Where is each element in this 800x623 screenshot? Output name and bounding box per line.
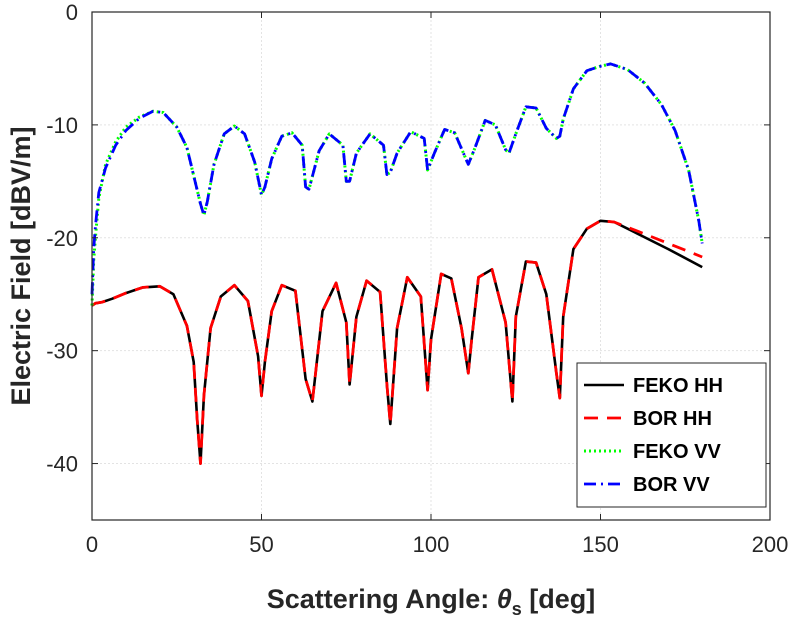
- x-tick-label: 50: [249, 532, 273, 557]
- y-tick-label: 0: [66, 0, 78, 25]
- x-axis-title: Scattering Angle: θs [deg]: [267, 584, 596, 619]
- axis-ticks: 0 50 100 150 200 0 -10 -20 -30 -40: [46, 0, 788, 557]
- legend-entry: FEKO HH: [584, 375, 723, 397]
- legend-label: FEKO VV: [633, 441, 721, 463]
- series-line-bor-vv: [90, 62, 704, 295]
- legend-entry: FEKO VV: [584, 441, 721, 463]
- legend-label: BOR VV: [633, 474, 710, 496]
- y-tick-label: -10: [46, 113, 78, 138]
- series-line-feko-hh: [91, 219, 703, 465]
- legend-entry: BOR VV: [584, 474, 710, 496]
- series-group: [90, 62, 704, 466]
- y-tick-label: -30: [46, 339, 78, 364]
- legend-label: FEKO HH: [633, 375, 723, 397]
- y-tick-label: -20: [46, 226, 78, 251]
- legend-label: BOR HH: [633, 408, 712, 430]
- legend-entry: BOR HH: [584, 408, 712, 430]
- x-tick-label: 100: [413, 532, 450, 557]
- legend: FEKO HH BOR HH FEKO VV BOR VV: [576, 362, 767, 508]
- y-tick-label: -40: [46, 452, 78, 477]
- x-tick-label: 0: [86, 532, 98, 557]
- x-tick-label: 150: [582, 532, 619, 557]
- y-axis-title: Electric Field [dBV/m]: [6, 126, 36, 405]
- x-tick-label: 200: [752, 532, 789, 557]
